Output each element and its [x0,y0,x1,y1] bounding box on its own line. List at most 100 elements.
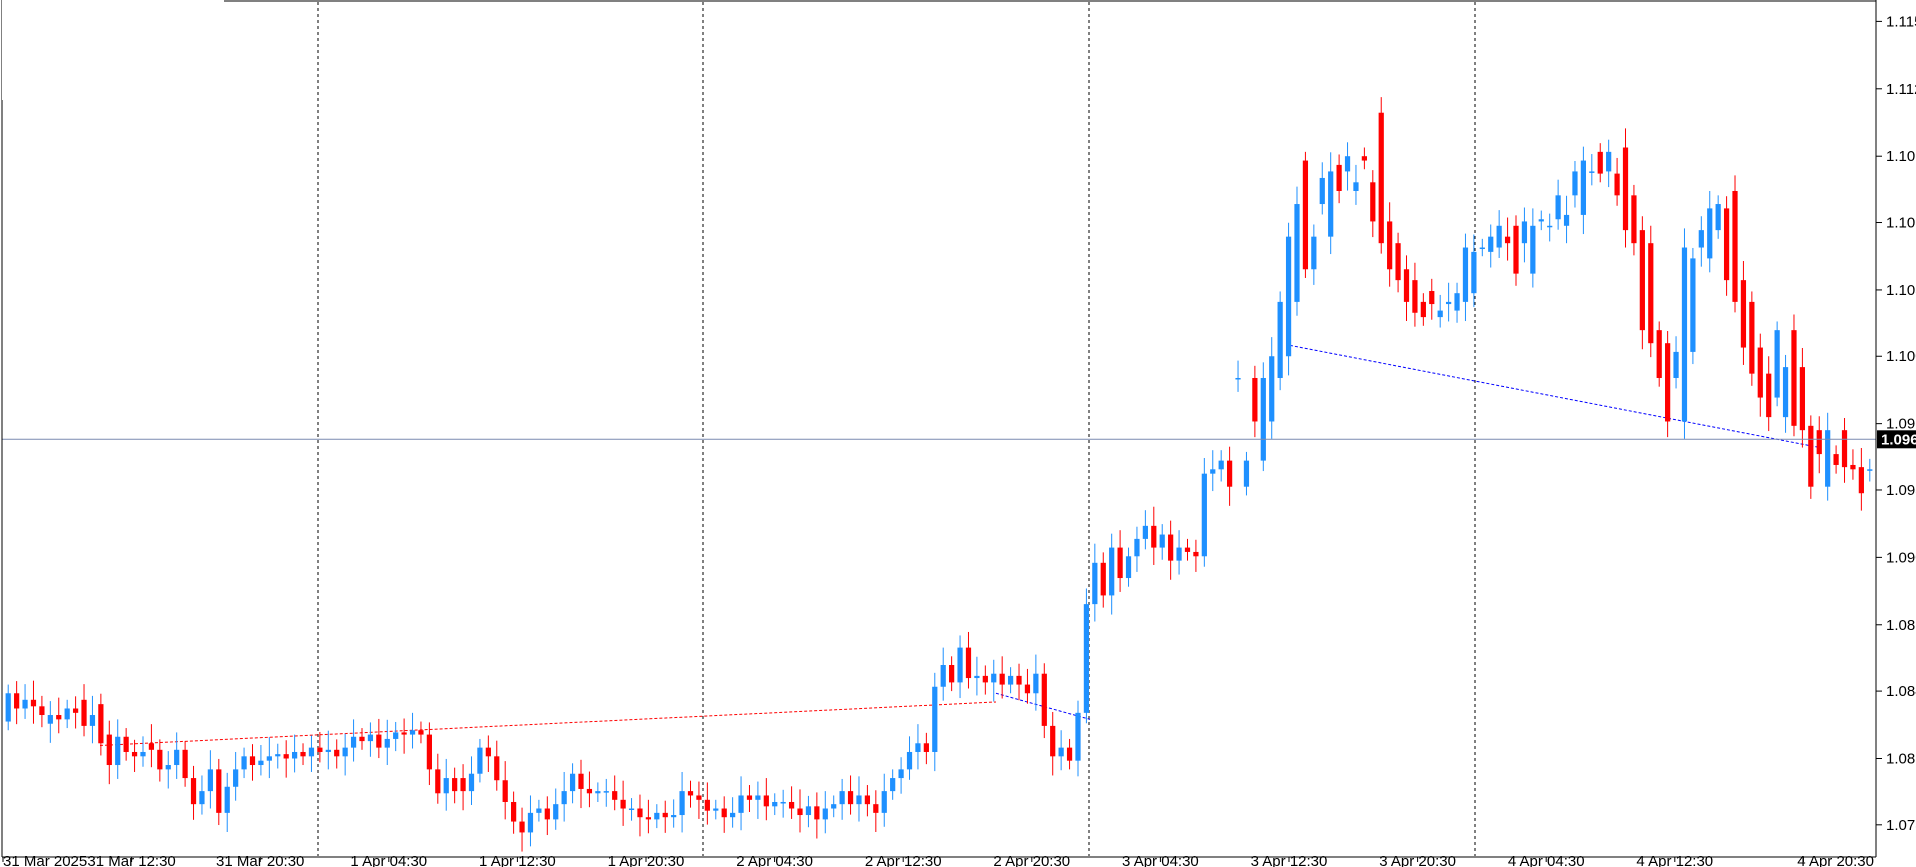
candle [1176,530,1182,575]
candle-body [468,773,475,792]
candle [283,740,289,778]
candle-body [1429,291,1435,305]
candle [1210,450,1216,492]
candle [1058,730,1064,771]
candle-body [679,791,685,816]
candle-body [81,699,87,726]
candle-body [64,708,70,720]
candle-body [1799,367,1806,431]
candle-body [1589,171,1595,173]
x-tick-label: 3 Apr 12:30 [1251,853,1328,867]
candle [1555,179,1561,230]
candle [1125,547,1132,587]
candle-body [1555,195,1561,220]
candle [418,721,424,744]
candle-body [1387,221,1393,270]
candle [1311,224,1317,285]
candle-body [1622,147,1629,231]
candle-body [1723,208,1730,281]
candle-body [932,686,938,752]
candle-body [839,791,845,805]
x-tick-label: 2 Apr 04:30 [736,853,813,867]
candle-body [14,693,20,709]
candle [1007,667,1014,694]
candle-body [1791,330,1797,426]
candle-body [1041,673,1047,726]
candle [1134,526,1140,572]
candle [190,765,197,820]
candle [890,769,896,800]
x-tick-label: 4 Apr 20:30 [1797,853,1874,867]
candle [1142,510,1148,550]
candle [157,739,163,782]
candle [1715,195,1721,239]
candle [746,785,753,812]
candle-body [1740,280,1747,348]
candle-body [1841,430,1848,468]
candle [1462,233,1469,322]
candle [940,647,946,701]
x-tick-label: 3 Apr 04:30 [1122,853,1199,867]
candle-body [174,749,180,766]
candle [645,799,652,834]
candle-body [957,647,963,683]
candle-body [1184,547,1191,552]
candle-body [1336,164,1342,191]
candle-body [1403,269,1410,302]
candle-body [1353,182,1359,191]
candle-body [519,821,525,833]
candle [1563,195,1570,244]
x-tick-label: 3 Apr 20:30 [1379,853,1456,867]
candle [115,719,121,779]
candle-body [409,730,416,735]
candle-body [1707,208,1713,259]
candle [687,780,694,808]
candle-body [207,769,213,792]
candle-body [1092,562,1098,605]
candle [468,756,475,806]
candle-body [1193,551,1199,557]
candle-body [1614,173,1620,196]
candle [317,731,323,763]
candle-body [1825,430,1831,487]
candle [64,699,70,729]
candle [1033,654,1039,711]
trend-lines [99,344,1821,746]
candle-body [249,756,256,766]
candle-body [1867,469,1873,471]
candle-body [1774,330,1780,398]
x-tick-label: 31 Mar 12:30 [87,853,175,867]
candle [1075,700,1081,777]
candle [1656,321,1662,387]
candle [300,743,306,766]
candle-body [98,704,104,744]
candle [1648,225,1654,358]
candle [1109,533,1115,615]
candle [1066,738,1073,770]
candle-body [1808,425,1814,487]
candle [1024,668,1031,704]
candle-body [1437,310,1443,318]
candle-body [140,751,146,757]
candle-body [544,808,550,820]
candle-body [704,799,710,811]
candle-body [788,801,795,809]
y-tick-label: 1.10920 [1886,148,1916,165]
candle-body [1361,156,1367,161]
candle [957,635,963,699]
candle-body [165,765,171,770]
candle [258,745,264,776]
candle-body [1850,464,1856,470]
candle [182,741,188,787]
candle [788,786,795,819]
candle-body [1058,747,1064,757]
candle [1479,238,1485,257]
candle-body [393,732,399,739]
candle [1707,190,1713,273]
candle-body [1378,112,1384,244]
candle-body [1100,562,1106,596]
candle-body [856,795,862,805]
candle-body [1690,258,1696,352]
candle [342,733,348,776]
